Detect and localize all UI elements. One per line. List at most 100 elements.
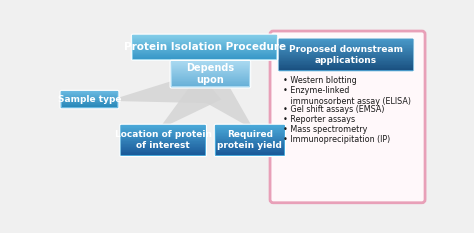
FancyBboxPatch shape: [172, 84, 249, 85]
FancyBboxPatch shape: [62, 98, 118, 99]
FancyBboxPatch shape: [121, 138, 205, 139]
FancyBboxPatch shape: [279, 39, 413, 40]
FancyBboxPatch shape: [121, 147, 205, 148]
FancyBboxPatch shape: [216, 145, 284, 146]
FancyBboxPatch shape: [60, 90, 119, 109]
FancyBboxPatch shape: [216, 136, 284, 137]
FancyBboxPatch shape: [62, 96, 118, 97]
FancyBboxPatch shape: [62, 106, 118, 107]
FancyBboxPatch shape: [62, 92, 118, 93]
FancyBboxPatch shape: [279, 54, 413, 55]
FancyBboxPatch shape: [62, 106, 118, 107]
FancyBboxPatch shape: [133, 45, 276, 46]
FancyBboxPatch shape: [62, 95, 118, 96]
FancyBboxPatch shape: [172, 76, 249, 77]
FancyBboxPatch shape: [279, 66, 413, 67]
FancyBboxPatch shape: [216, 147, 284, 148]
FancyBboxPatch shape: [131, 34, 278, 60]
FancyBboxPatch shape: [62, 102, 118, 103]
FancyBboxPatch shape: [133, 50, 276, 51]
FancyBboxPatch shape: [170, 60, 251, 88]
FancyBboxPatch shape: [121, 130, 205, 131]
FancyBboxPatch shape: [216, 125, 284, 127]
FancyBboxPatch shape: [121, 135, 205, 136]
FancyBboxPatch shape: [133, 36, 276, 37]
FancyBboxPatch shape: [133, 39, 276, 40]
FancyBboxPatch shape: [62, 94, 118, 95]
FancyBboxPatch shape: [172, 84, 249, 85]
FancyBboxPatch shape: [216, 152, 284, 153]
FancyBboxPatch shape: [133, 43, 276, 44]
FancyBboxPatch shape: [172, 74, 249, 75]
FancyBboxPatch shape: [121, 128, 205, 129]
FancyBboxPatch shape: [279, 41, 413, 42]
FancyBboxPatch shape: [216, 129, 284, 130]
FancyBboxPatch shape: [172, 63, 249, 64]
FancyBboxPatch shape: [62, 105, 118, 106]
FancyBboxPatch shape: [279, 68, 413, 69]
FancyBboxPatch shape: [172, 79, 249, 80]
FancyBboxPatch shape: [172, 68, 249, 69]
FancyBboxPatch shape: [62, 104, 118, 105]
FancyBboxPatch shape: [133, 53, 276, 54]
FancyBboxPatch shape: [279, 65, 413, 66]
FancyBboxPatch shape: [62, 92, 118, 93]
FancyBboxPatch shape: [62, 99, 118, 100]
FancyBboxPatch shape: [62, 103, 118, 104]
FancyBboxPatch shape: [216, 137, 284, 138]
FancyBboxPatch shape: [172, 76, 249, 77]
FancyBboxPatch shape: [133, 38, 276, 39]
FancyBboxPatch shape: [172, 68, 249, 69]
FancyBboxPatch shape: [62, 104, 118, 105]
FancyBboxPatch shape: [62, 95, 118, 96]
FancyBboxPatch shape: [121, 133, 205, 134]
FancyBboxPatch shape: [270, 31, 425, 203]
FancyBboxPatch shape: [172, 85, 249, 86]
FancyBboxPatch shape: [216, 135, 284, 136]
FancyBboxPatch shape: [121, 140, 205, 141]
FancyBboxPatch shape: [62, 100, 118, 101]
FancyBboxPatch shape: [62, 103, 118, 104]
FancyBboxPatch shape: [121, 147, 205, 148]
FancyBboxPatch shape: [279, 58, 413, 59]
FancyBboxPatch shape: [121, 127, 205, 129]
FancyBboxPatch shape: [172, 82, 249, 83]
FancyBboxPatch shape: [62, 102, 118, 103]
FancyBboxPatch shape: [172, 78, 249, 79]
FancyBboxPatch shape: [121, 153, 205, 154]
FancyBboxPatch shape: [121, 134, 205, 135]
FancyBboxPatch shape: [279, 50, 413, 51]
FancyBboxPatch shape: [172, 83, 249, 84]
FancyBboxPatch shape: [133, 58, 276, 59]
FancyBboxPatch shape: [172, 80, 249, 81]
FancyBboxPatch shape: [121, 125, 205, 127]
FancyBboxPatch shape: [278, 38, 414, 72]
FancyBboxPatch shape: [216, 134, 284, 135]
Polygon shape: [162, 73, 221, 127]
FancyBboxPatch shape: [133, 53, 276, 54]
FancyBboxPatch shape: [279, 47, 413, 48]
FancyBboxPatch shape: [121, 141, 205, 142]
FancyBboxPatch shape: [216, 136, 284, 137]
FancyBboxPatch shape: [62, 93, 118, 94]
FancyBboxPatch shape: [133, 54, 276, 55]
Text: Required
protein yield: Required protein yield: [218, 130, 283, 151]
FancyBboxPatch shape: [216, 148, 284, 149]
FancyBboxPatch shape: [216, 130, 284, 131]
FancyBboxPatch shape: [279, 62, 413, 63]
Text: • Mass spectrometry: • Mass spectrometry: [283, 125, 368, 134]
FancyBboxPatch shape: [172, 72, 249, 74]
FancyBboxPatch shape: [172, 70, 249, 71]
FancyBboxPatch shape: [279, 69, 413, 70]
FancyBboxPatch shape: [133, 43, 276, 44]
FancyBboxPatch shape: [172, 63, 249, 64]
FancyBboxPatch shape: [172, 69, 249, 70]
Polygon shape: [117, 70, 213, 103]
FancyBboxPatch shape: [172, 71, 249, 72]
FancyBboxPatch shape: [133, 51, 276, 52]
FancyBboxPatch shape: [121, 144, 205, 145]
FancyBboxPatch shape: [133, 48, 276, 49]
Text: • Immunoprecipitation (IP): • Immunoprecipitation (IP): [283, 135, 391, 144]
FancyBboxPatch shape: [121, 137, 205, 138]
FancyBboxPatch shape: [133, 50, 276, 51]
